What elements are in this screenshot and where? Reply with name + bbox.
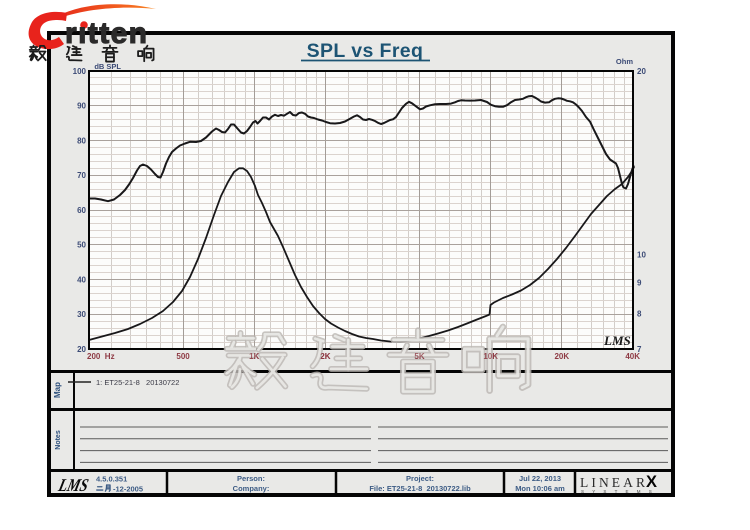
svg-text:10: 10 (637, 250, 646, 259)
svg-text:LMS: LMS (56, 475, 91, 495)
svg-text:20K: 20K (554, 352, 569, 361)
svg-text:2K: 2K (320, 352, 330, 361)
svg-text:Project:: Project: (406, 474, 434, 483)
svg-text:8: 8 (637, 309, 642, 318)
svg-text:10K: 10K (483, 352, 498, 361)
svg-text:70: 70 (77, 171, 86, 180)
svg-text:80: 80 (77, 136, 86, 145)
svg-text:20: 20 (637, 67, 646, 76)
svg-text:90: 90 (77, 102, 86, 111)
svg-text:1: ET25-21-8 20130722: 1: ET25-21-8 20130722 (96, 378, 179, 387)
svg-text:2K: 2K (320, 352, 330, 361)
svg-text:Ohm: Ohm (616, 57, 633, 66)
svg-text:Mon 10:06 am: Mon 10:06 am (515, 484, 565, 493)
svg-text:Person:: Person: (237, 474, 265, 483)
svg-text:40K: 40K (625, 352, 640, 361)
svg-text:File: ET25-21-8 20130722.lib: File: ET25-21-8 20130722.lib (369, 484, 471, 493)
svg-text:50: 50 (77, 241, 86, 250)
svg-text:7: 7 (637, 345, 642, 354)
svg-text:SPL vs Freq: SPL vs Freq (307, 40, 424, 62)
svg-text:X: X (646, 473, 657, 491)
svg-text:Notes: Notes (55, 430, 62, 450)
svg-text:LMS: LMS (603, 333, 631, 348)
svg-text:500: 500 (176, 352, 190, 361)
svg-text:dB SPL: dB SPL (94, 62, 121, 71)
svg-text:LINEAR: LINEAR (580, 475, 648, 490)
svg-text:rıtten: rıtten (65, 17, 148, 50)
svg-text:30: 30 (77, 310, 86, 319)
svg-text:100: 100 (73, 67, 87, 76)
svg-text:4.5.0.351: 4.5.0.351 (96, 475, 127, 484)
svg-text:Company:: Company: (233, 484, 270, 493)
svg-text:1K: 1K (249, 352, 259, 361)
svg-text:Map: Map (53, 382, 62, 398)
svg-text:9: 9 (637, 278, 642, 287)
svg-text:40: 40 (77, 275, 86, 284)
svg-text:60: 60 (77, 206, 86, 215)
svg-text:SYSTEMS: SYSTEMS (581, 489, 660, 494)
svg-text:200 Hz: 200 Hz (87, 352, 115, 361)
svg-text:5K: 5K (414, 352, 424, 361)
svg-text:Jul 22, 2013: Jul 22, 2013 (519, 474, 561, 483)
svg-text:-12-2005: -12-2005 (113, 485, 143, 494)
svg-text:20: 20 (77, 345, 86, 354)
